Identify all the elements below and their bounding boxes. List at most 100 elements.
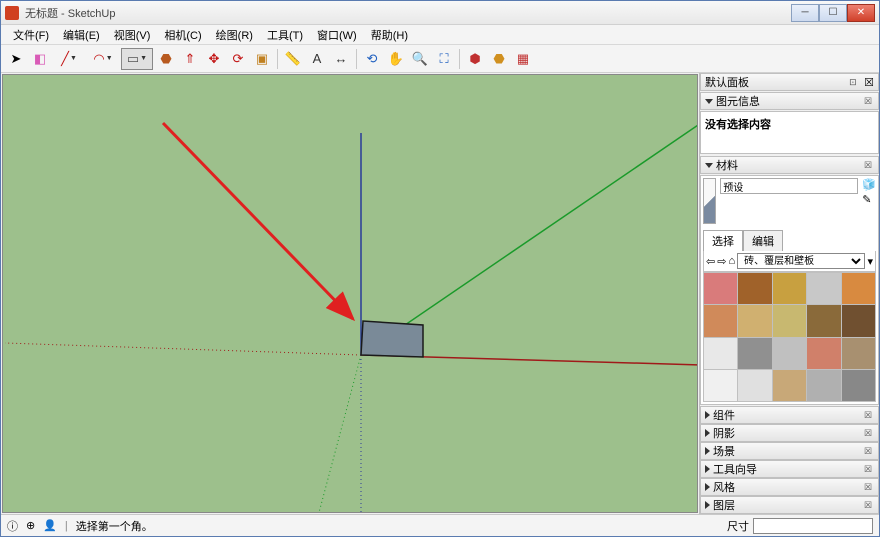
- pin-icon[interactable]: ☒: [864, 464, 874, 474]
- paint-tool[interactable]: ⬣: [155, 48, 177, 70]
- create-material-icon[interactable]: 🧊: [862, 178, 876, 191]
- warehouse-tool[interactable]: ⬢: [464, 48, 486, 70]
- tab-select[interactable]: 选择: [703, 230, 743, 251]
- eraser-tool[interactable]: ◧: [29, 48, 51, 70]
- materials-title: 材料: [716, 157, 738, 173]
- panel-header-工具向导[interactable]: 工具向导☒: [700, 460, 879, 478]
- texture-swatch[interactable]: [704, 305, 737, 336]
- menu-item-1[interactable]: 编辑(E): [57, 25, 106, 45]
- chevron-down-icon: [705, 99, 713, 104]
- texture-swatch[interactable]: [807, 305, 840, 336]
- select-tool[interactable]: ➤: [5, 48, 27, 70]
- tray-header[interactable]: 默认面板 ⊡ ☒: [700, 73, 879, 91]
- tab-edit[interactable]: 编辑: [743, 230, 783, 251]
- menu-item-5[interactable]: 工具(T): [261, 25, 309, 45]
- fwd-icon[interactable]: ⇨: [717, 255, 726, 268]
- close-button[interactable]: ✕: [847, 4, 875, 22]
- maximize-button[interactable]: ☐: [819, 4, 847, 22]
- tape-tool[interactable]: 📏: [282, 48, 304, 70]
- panel-header-风格[interactable]: 风格☒: [700, 478, 879, 496]
- zoom-tool[interactable]: 🔍: [409, 48, 431, 70]
- panel-header-阴影[interactable]: 阴影☒: [700, 424, 879, 442]
- viewport-3d[interactable]: [2, 74, 698, 513]
- texture-swatch[interactable]: [773, 273, 806, 304]
- pin-icon[interactable]: ☒: [864, 500, 874, 510]
- orbit-tool[interactable]: ⟲: [361, 48, 383, 70]
- toolbar: ➤◧╱▼◠▼▭▼⬣⇑✥⟳▣📏A↔⟲✋🔍⛶⬢⬣▦: [1, 45, 879, 73]
- pushpull-tool[interactable]: ⇑: [179, 48, 201, 70]
- pin-icon[interactable]: ☒: [864, 410, 874, 420]
- pin-icon[interactable]: ⊡: [849, 77, 859, 87]
- material-name-input[interactable]: [720, 178, 858, 194]
- user-icon[interactable]: 👤: [43, 519, 57, 532]
- materials-body: 🧊 ✎ 选择 编辑 ⇦ ⇨ ⌂ 砖、覆层和壁板 ▾: [700, 175, 879, 405]
- chevron-right-icon: [705, 465, 710, 473]
- dimension-input[interactable]: [753, 518, 873, 534]
- texture-swatch[interactable]: [773, 370, 806, 401]
- rectangle-tool[interactable]: ▭▼: [121, 48, 153, 70]
- texture-swatch[interactable]: [773, 305, 806, 336]
- pin-icon[interactable]: ☒: [864, 482, 874, 492]
- pin-icon[interactable]: ☒: [864, 160, 874, 170]
- texture-swatch[interactable]: [807, 338, 840, 369]
- texture-swatch[interactable]: [842, 370, 875, 401]
- texture-swatch[interactable]: [842, 273, 875, 304]
- text-tool[interactable]: A: [306, 48, 328, 70]
- material-category-select[interactable]: 砖、覆层和壁板: [737, 253, 865, 269]
- ext-tool[interactable]: ⬣: [488, 48, 510, 70]
- home-icon[interactable]: ⌂: [728, 255, 735, 267]
- texture-swatch[interactable]: [738, 370, 771, 401]
- info-icon[interactable]: ⓘ: [7, 518, 18, 534]
- arc-tool[interactable]: ◠▼: [87, 48, 119, 70]
- texture-swatch[interactable]: [704, 273, 737, 304]
- zoom-ext-tool[interactable]: ⛶: [433, 48, 455, 70]
- pan-tool[interactable]: ✋: [385, 48, 407, 70]
- panel-header-组件[interactable]: 组件☒: [700, 406, 879, 424]
- eyedropper-icon[interactable]: ✎: [862, 193, 876, 206]
- materials-header[interactable]: 材料 ☒: [700, 156, 879, 174]
- menu-item-6[interactable]: 窗口(W): [311, 25, 363, 45]
- pin-icon[interactable]: ☒: [864, 446, 874, 456]
- texture-swatch[interactable]: [773, 338, 806, 369]
- chevron-right-icon: [705, 501, 710, 509]
- back-icon[interactable]: ⇦: [706, 255, 715, 268]
- texture-swatch[interactable]: [738, 273, 771, 304]
- offset-tool[interactable]: ▣: [251, 48, 273, 70]
- material-preview-swatch[interactable]: [703, 178, 716, 224]
- entity-info-title: 图元信息: [716, 93, 760, 109]
- move-tool[interactable]: ✥: [203, 48, 225, 70]
- geo-icon[interactable]: ⊕: [26, 519, 35, 532]
- tray-close-icon[interactable]: ☒: [864, 76, 874, 89]
- texture-swatch[interactable]: [738, 338, 771, 369]
- menu-item-7[interactable]: 帮助(H): [365, 25, 414, 45]
- dim-tool[interactable]: ↔: [330, 48, 352, 70]
- menu-item-4[interactable]: 绘图(R): [210, 25, 259, 45]
- menu-item-3[interactable]: 相机(C): [158, 25, 207, 45]
- texture-grid: [703, 272, 876, 402]
- texture-swatch[interactable]: [704, 370, 737, 401]
- pin-icon[interactable]: ☒: [864, 428, 874, 438]
- texture-swatch[interactable]: [704, 338, 737, 369]
- chevron-right-icon: [705, 429, 710, 437]
- app-icon: [5, 6, 19, 20]
- entity-info-header[interactable]: 图元信息 ☒: [700, 92, 879, 110]
- panel-header-图层[interactable]: 图层☒: [700, 496, 879, 514]
- entity-info-body: 没有选择内容: [700, 111, 879, 154]
- texture-swatch[interactable]: [807, 273, 840, 304]
- panel-header-场景[interactable]: 场景☒: [700, 442, 879, 460]
- line-tool[interactable]: ╱▼: [53, 48, 85, 70]
- layout-tool[interactable]: ▦: [512, 48, 534, 70]
- statusbar: ⓘ ⊕ 👤 | 选择第一个角。 尺寸: [1, 514, 879, 536]
- texture-swatch[interactable]: [842, 305, 875, 336]
- tray-title: 默认面板: [705, 74, 749, 90]
- menu-item-0[interactable]: 文件(F): [7, 25, 55, 45]
- pin-icon[interactable]: ☒: [864, 96, 874, 106]
- rotate-tool[interactable]: ⟳: [227, 48, 249, 70]
- menu-icon[interactable]: ▾: [867, 255, 873, 268]
- texture-swatch[interactable]: [807, 370, 840, 401]
- minimize-button[interactable]: ─: [791, 4, 819, 22]
- texture-swatch[interactable]: [842, 338, 875, 369]
- menubar: 文件(F)编辑(E)视图(V)相机(C)绘图(R)工具(T)窗口(W)帮助(H): [1, 25, 879, 45]
- menu-item-2[interactable]: 视图(V): [108, 25, 157, 45]
- texture-swatch[interactable]: [738, 305, 771, 336]
